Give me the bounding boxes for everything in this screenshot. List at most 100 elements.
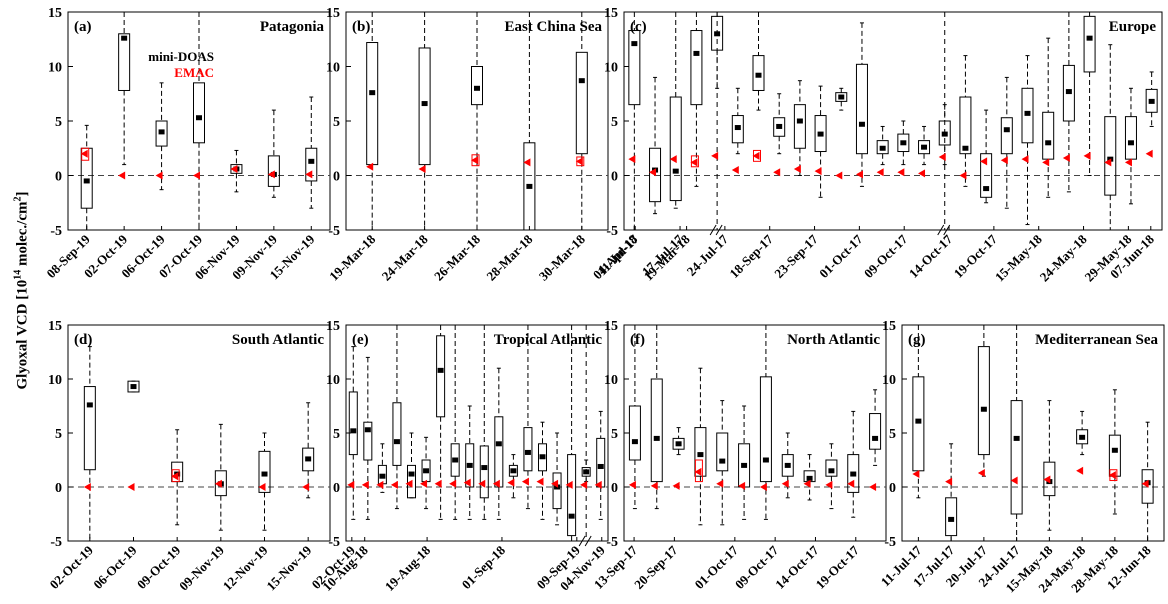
box [945,497,958,537]
median-marker [983,186,990,192]
emac-marker [565,480,573,489]
x-tick-label: 09-Oct-19 [134,542,184,592]
x-tick-label: 23-Sep-17 [771,231,821,281]
x-tick-label: 24-Mar-18 [379,231,431,283]
median-marker [921,144,928,150]
box [694,427,707,477]
y-tick-label: 5 [611,115,618,130]
emac-marker [80,149,88,158]
emac-marker [869,483,877,491]
y-tick-label: 5 [333,427,340,442]
box [366,42,379,166]
emac-marker [959,171,967,180]
median-marker [1003,127,1010,133]
median-marker [196,115,202,121]
median-marker [631,41,638,47]
median-marker [369,90,376,96]
y-tick-label: 10 [48,61,62,76]
panel-title: Tropical Atlantic [494,332,603,348]
emac-marker [127,483,135,491]
emac-marker [471,156,478,165]
emac-marker [1043,475,1051,484]
median-marker [741,462,748,468]
box [1042,111,1055,160]
median-marker [828,468,835,474]
panel-title: Patagonia [260,19,325,35]
emac-marker [366,162,374,171]
y-tick-label: 0 [333,481,340,496]
box [649,147,662,203]
axis-break-mark [584,535,592,547]
emac-marker [492,479,500,488]
emac-marker [672,481,680,490]
panel-a: -505101508-Sep-1902-Oct-1906-Oct-1907-Oc… [43,6,331,282]
y-axis-label: Glyoxal VCD [1014 molec./cm2] [13,181,32,401]
emac-marker [1062,154,1070,163]
median-marker [495,441,502,447]
emac-marker [1104,158,1112,167]
emac-marker [711,151,719,160]
box [348,391,358,456]
y-tick-label: 15 [604,319,618,334]
plot-frame [623,11,1163,231]
box [1141,469,1154,504]
median-marker [776,123,783,129]
median-marker [474,85,480,91]
median-marker [858,121,865,127]
emac-marker [1000,156,1008,165]
legend-emac: EMAC [174,65,214,80]
emac-marker [1141,479,1149,488]
emac-marker [1083,151,1091,160]
emac-marker [193,171,200,180]
box [1062,64,1075,122]
box [83,386,96,471]
box [406,464,417,499]
box [897,133,910,153]
box [977,346,990,456]
axis-break-mark [937,224,945,236]
median-marker [261,471,268,477]
median-marker [568,513,575,519]
median-marker [693,50,700,56]
median-marker [526,183,533,189]
emac-marker [405,479,413,488]
box [711,15,724,51]
median-marker [784,462,791,468]
median-marker [719,458,726,464]
emac-marker [594,480,602,489]
emac-marker [347,480,355,489]
box [1083,15,1096,73]
emac-marker [1076,466,1084,475]
emac-marker [897,168,905,177]
emac-marker [731,166,739,175]
box [552,472,562,510]
median-marker [806,475,813,481]
median-marker [158,129,165,135]
axis-break-mark [709,224,717,236]
plot-frame [67,324,331,542]
plot-frame [623,324,887,542]
chart-panels: -505101508-Sep-1902-Oct-1906-Oct-1907-Oc… [43,6,1165,596]
median-marker [379,473,386,479]
box [781,454,794,477]
emac-marker [420,479,428,488]
median-marker [466,462,473,468]
box [1043,461,1056,497]
y-tick-label: 5 [333,115,340,130]
y-tick-label: 15 [326,6,340,21]
emac-marker [434,479,442,488]
x-tick-label: 15-May-18 [992,231,1045,284]
box [628,405,641,461]
median-marker [305,456,312,462]
emac-marker [258,483,266,491]
box [912,376,925,472]
panel-title: South Atlantic [232,332,324,348]
y-tick-label: 0 [333,170,340,185]
median-marker [350,428,357,434]
legend-mini-doas: mini-DOAS [148,49,214,64]
emac-marker [855,170,863,179]
x-tick-label: 24-Jul-17 [684,231,732,279]
emac-marker [825,480,833,489]
y-tick-label: -5 [50,535,62,550]
median-marker [672,168,679,174]
